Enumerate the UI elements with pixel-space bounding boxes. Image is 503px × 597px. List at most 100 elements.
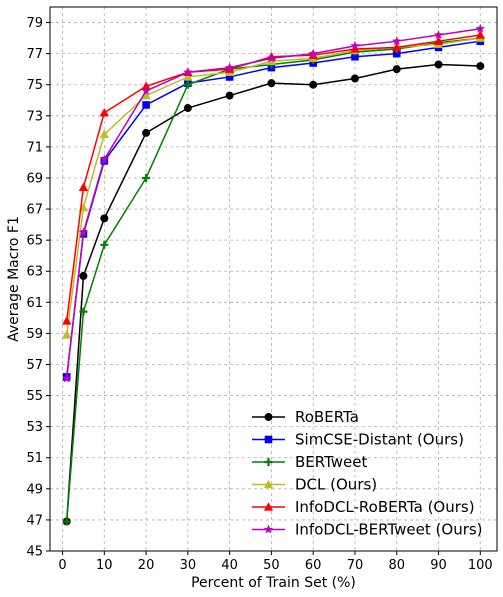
- y-tick-label: 67: [26, 203, 43, 218]
- plot-frame: [49, 6, 498, 552]
- data-point: [99, 129, 110, 139]
- y-axis-label: Average Macro F1: [6, 216, 22, 342]
- data-point: [392, 42, 402, 52]
- data-point: [61, 330, 72, 339]
- legend-entry: SimCSE-Distant (Ours): [252, 431, 464, 449]
- y-tick-label: 53: [26, 420, 43, 435]
- legend-entry: RoBERTa: [252, 408, 359, 426]
- legend-label: RoBERTa: [295, 408, 359, 426]
- data-point: [475, 30, 486, 39]
- data-point: [267, 79, 276, 88]
- legend: RoBERTa SimCSE-Distant (Ours) BERTweet DCL …: [252, 408, 483, 539]
- y-tick-label: 59: [26, 327, 43, 342]
- data-point: [225, 91, 234, 100]
- x-tick-label: 80: [388, 558, 405, 573]
- legend-entry: InfoDCL-BERTweet (Ours): [252, 521, 483, 539]
- data-point: [350, 40, 360, 50]
- data-point: [392, 65, 401, 74]
- x-tick-label: 40: [221, 558, 238, 573]
- series-2: [62, 34, 485, 526]
- x-tick-label: 20: [138, 558, 155, 573]
- y-tick-label: 69: [26, 171, 43, 186]
- y-tick-label: 75: [26, 78, 43, 93]
- data-point: [434, 60, 443, 69]
- data-point: [79, 271, 88, 280]
- legend-entry: BERTweet: [252, 453, 368, 471]
- legend-marker: [264, 413, 273, 421]
- data-point: [141, 85, 151, 96]
- data-point: [99, 154, 110, 164]
- grid-lines: [50, 7, 497, 552]
- y-tick-label: 61: [26, 296, 43, 311]
- legend-label: SimCSE-Distant (Ours): [295, 431, 464, 449]
- data-point: [100, 214, 109, 223]
- series-line: [65, 28, 481, 379]
- data-point: [350, 74, 359, 83]
- y-tick-label: 57: [26, 358, 43, 373]
- data-point: [266, 53, 277, 63]
- y-tick-label: 47: [26, 513, 43, 528]
- series-3: [61, 33, 486, 339]
- x-tick-label: 50: [263, 558, 280, 573]
- y-tick-label: 65: [26, 234, 43, 249]
- x-tick-label: 10: [96, 558, 113, 573]
- legend-marker: [263, 502, 274, 511]
- legend-label: InfoDCL-RoBERTa (Ours): [295, 498, 475, 516]
- x-axis-ticks: 0 10 20 30 40 50 60 70 80 90 100: [58, 551, 493, 573]
- data-point: [78, 182, 89, 191]
- legend-entry: InfoDCL-RoBERTa (Ours): [252, 498, 475, 516]
- series-4: [61, 30, 486, 325]
- legend-label: InfoDCL-BERTweet (Ours): [295, 521, 483, 539]
- series-line: [65, 37, 481, 522]
- y-tick-label: 55: [26, 389, 43, 404]
- data-point: [79, 307, 88, 316]
- series-5: [61, 23, 486, 383]
- series-0: [62, 60, 485, 526]
- y-tick-label: 77: [26, 47, 43, 62]
- y-tick-label: 63: [26, 265, 43, 280]
- y-tick-label: 73: [26, 109, 43, 124]
- data-point: [142, 101, 150, 109]
- data-point: [183, 104, 192, 113]
- legend-label: BERTweet: [295, 453, 368, 471]
- legend-marker: [264, 458, 273, 466]
- data-point: [183, 67, 193, 77]
- data-point: [183, 72, 193, 81]
- y-tick-label: 71: [26, 140, 43, 155]
- data-point: [183, 80, 192, 89]
- x-tick-label: 90: [430, 558, 447, 573]
- y-tick-label: 79: [26, 16, 43, 31]
- legend-marker: [263, 479, 274, 489]
- data-point: [391, 36, 402, 46]
- legend-entry: DCL (Ours): [252, 476, 377, 494]
- x-tick-label: 0: [58, 558, 66, 573]
- y-tick-label: 51: [26, 451, 43, 466]
- y-axis-ticks: 45 47 49 51 53 55 57 59 61 63 65 67 69 71 73 75 77 79: [26, 16, 50, 560]
- data-point: [61, 373, 72, 383]
- x-tick-label: 30: [180, 558, 197, 573]
- data-point: [475, 23, 486, 33]
- data-point: [142, 128, 151, 137]
- x-tick-label: 60: [305, 558, 322, 573]
- data-point: [433, 36, 444, 45]
- data-point: [309, 80, 318, 89]
- data-point: [142, 173, 151, 182]
- data-point: [476, 62, 485, 71]
- y-tick-label: 45: [26, 545, 43, 560]
- y-tick-label: 49: [26, 482, 43, 497]
- series-line: [65, 63, 481, 522]
- data-point: [224, 62, 235, 72]
- x-tick-label: 100: [468, 558, 493, 573]
- x-tick-label: 70: [347, 558, 364, 573]
- data-point: [62, 517, 71, 526]
- data-point: [433, 29, 444, 40]
- data-point: [100, 240, 109, 249]
- legend-marker: [263, 524, 274, 534]
- data-point: [308, 48, 319, 58]
- x-axis-label: Percent of Train Set (%): [191, 575, 356, 591]
- legend-label: DCL (Ours): [295, 476, 377, 494]
- data-point: [61, 316, 72, 325]
- series-group: [61, 23, 486, 526]
- data-point: [99, 107, 110, 117]
